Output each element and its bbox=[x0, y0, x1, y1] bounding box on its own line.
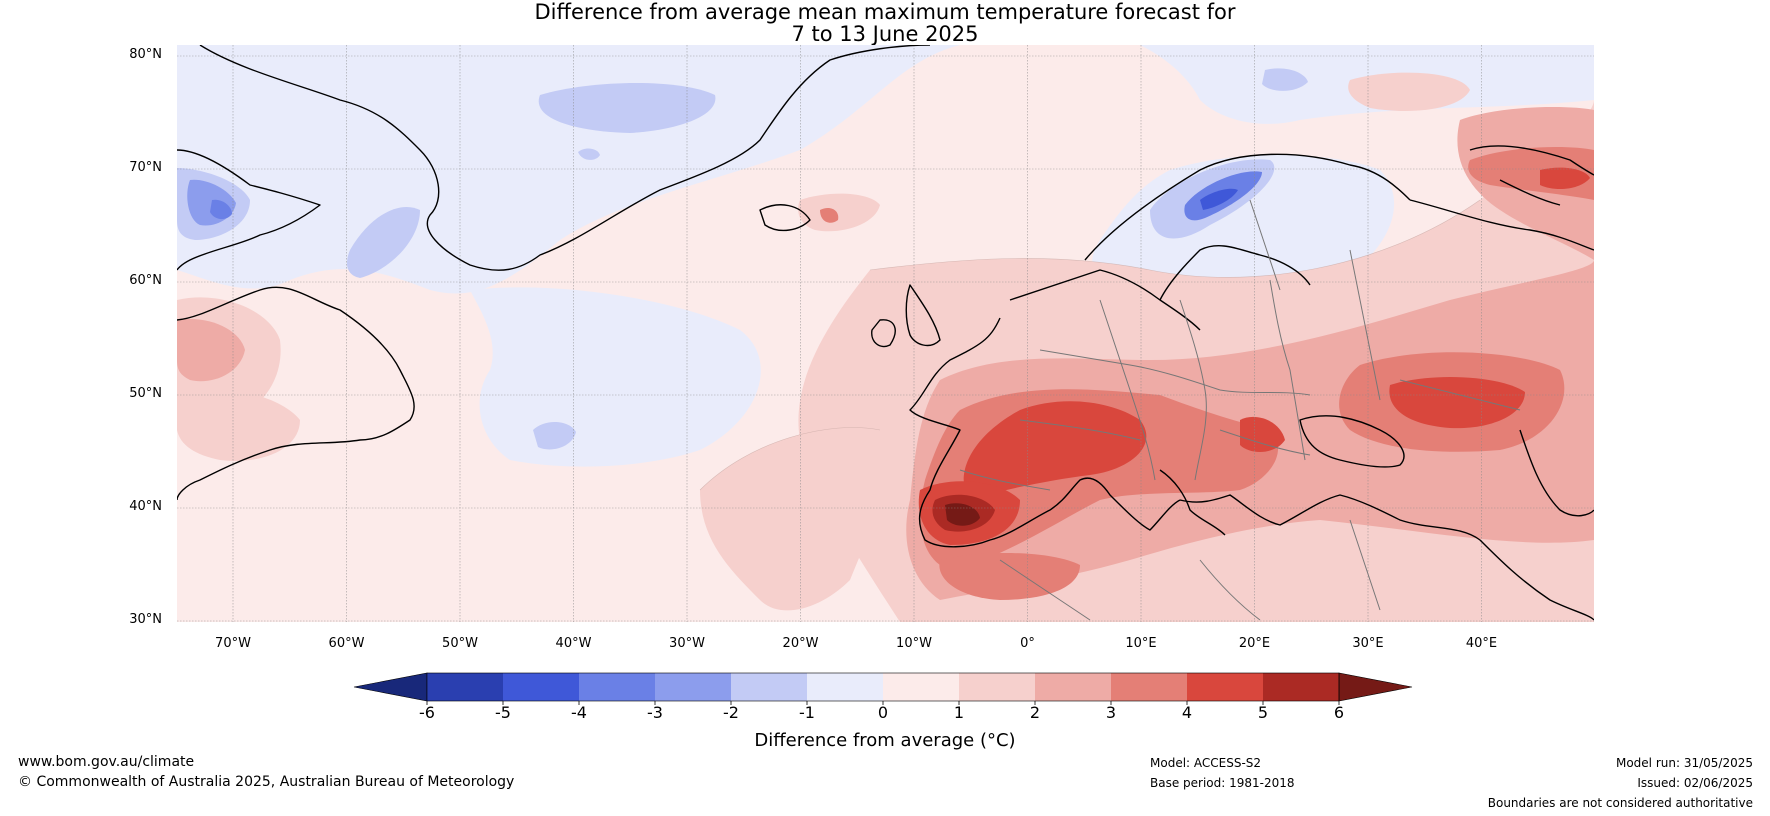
colorbar-label: Difference from average (°C) bbox=[754, 730, 1016, 751]
colorbar-tick-label: 4 bbox=[1181, 703, 1193, 722]
colorbar-min-extension bbox=[353, 672, 428, 702]
map-field bbox=[177, 45, 1594, 622]
colorbar-segment bbox=[883, 673, 959, 701]
colorbar-tick-label: 0 bbox=[877, 703, 889, 722]
colorbar-segment bbox=[503, 673, 579, 701]
longitude-label: 70°W bbox=[215, 636, 251, 651]
colorbar-segment bbox=[731, 673, 807, 701]
latitude-label: 50°N bbox=[129, 386, 162, 401]
longitude-label: 10°E bbox=[1125, 636, 1157, 651]
longitude-label: 30°W bbox=[669, 636, 705, 651]
latitude-label: 70°N bbox=[129, 160, 162, 175]
coastlines bbox=[177, 45, 1594, 621]
country-boundaries bbox=[959, 199, 1521, 621]
issued-date: Issued: 02/06/2025 bbox=[1637, 776, 1753, 790]
map-title-line-2: 7 to 13 June 2025 bbox=[791, 22, 979, 46]
map-title-line-1: Difference from average mean maximum tem… bbox=[534, 0, 1236, 24]
colorbar-segment bbox=[1187, 673, 1263, 701]
boundaries-disclaimer: Boundaries are not considered authoritat… bbox=[1487, 796, 1753, 810]
longitude-label: 10°W bbox=[896, 636, 932, 651]
model-run-date: Model run: 31/05/2025 bbox=[1615, 756, 1753, 770]
latitude-label: 30°N bbox=[129, 612, 162, 627]
latitude-label: 80°N bbox=[129, 47, 162, 62]
longitude-label: 0° bbox=[1020, 636, 1035, 651]
colorbar-tick-label: -4 bbox=[571, 703, 587, 722]
colorbar-tick-label: 2 bbox=[1029, 703, 1041, 722]
colorbar-tick-label: 1 bbox=[953, 703, 965, 722]
colorbar-tick-label: -5 bbox=[495, 703, 511, 722]
source-url[interactable]: www.bom.gov.au/climate bbox=[18, 754, 195, 770]
model-name: Model: ACCESS-S2 bbox=[1150, 756, 1262, 770]
longitude-label: 40°W bbox=[555, 636, 592, 651]
base-period: Base period: 1981-2018 bbox=[1150, 776, 1295, 790]
copyright-notice: © Commonwealth of Australia 2025, Austra… bbox=[18, 774, 515, 790]
contour-lines bbox=[699, 199, 1481, 491]
colorbar-tick-label: 6 bbox=[1333, 703, 1345, 722]
colorbar-segment bbox=[655, 673, 731, 701]
colorbar-segment bbox=[959, 673, 1035, 701]
colorbar-segment bbox=[807, 673, 883, 701]
colorbar-segment bbox=[1035, 673, 1111, 701]
colorbar-tick-label: -6 bbox=[419, 703, 435, 722]
latitude-label: 60°N bbox=[129, 273, 162, 288]
colorbar bbox=[353, 672, 1413, 705]
colorbar-max-extension bbox=[1338, 672, 1413, 702]
longitude-label: 30°E bbox=[1352, 636, 1384, 651]
colorbar-tick-label: -3 bbox=[647, 703, 663, 722]
longitude-label: 40°E bbox=[1465, 636, 1498, 651]
colorbar-tick-label: -1 bbox=[799, 703, 815, 722]
colorbar-segment bbox=[1263, 673, 1339, 701]
colorbar-segment bbox=[427, 673, 503, 701]
colorbar-tick-label: -2 bbox=[723, 703, 739, 722]
longitude-label: 20°W bbox=[782, 636, 819, 651]
colorbar-segment bbox=[579, 673, 655, 701]
longitude-label: 60°W bbox=[328, 636, 365, 651]
latitude-label: 40°N bbox=[129, 499, 162, 514]
colorbar-tick-label: 5 bbox=[1257, 703, 1269, 722]
longitude-label: 20°E bbox=[1238, 636, 1271, 651]
longitude-label: 50°W bbox=[442, 636, 478, 651]
colorbar-segment bbox=[1111, 673, 1187, 701]
colorbar-tick-label: 3 bbox=[1105, 703, 1117, 722]
graticule bbox=[177, 45, 1594, 622]
warm-anomaly-regions bbox=[177, 72, 1594, 622]
